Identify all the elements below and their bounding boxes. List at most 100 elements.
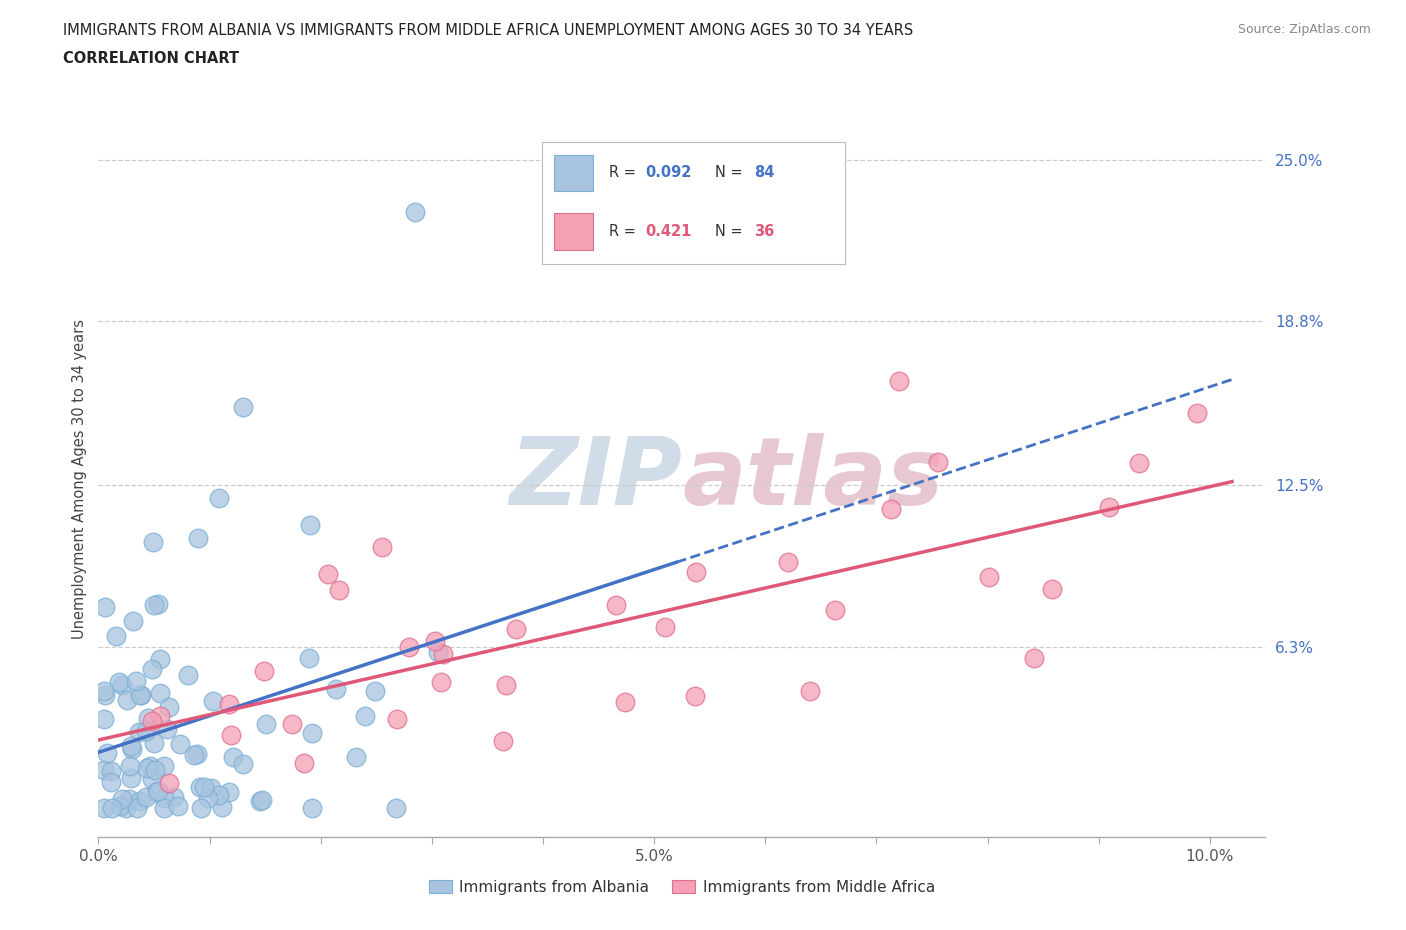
- Point: [254, 716, 277, 731]
- Point: [280, 717, 302, 732]
- Point: [404, 205, 426, 219]
- Point: [141, 771, 163, 786]
- Point: [100, 774, 122, 789]
- Point: [129, 687, 152, 702]
- Text: CORRELATION CHART: CORRELATION CHART: [63, 51, 239, 66]
- Point: [207, 788, 229, 803]
- Point: [200, 780, 222, 795]
- Point: [177, 668, 200, 683]
- Point: [344, 750, 367, 764]
- Point: [325, 682, 347, 697]
- Point: [187, 530, 209, 545]
- Point: [105, 629, 128, 644]
- Point: [93, 801, 115, 816]
- Point: [398, 639, 420, 654]
- Point: [157, 699, 180, 714]
- Point: [120, 759, 142, 774]
- Point: [96, 745, 118, 760]
- Point: [354, 709, 377, 724]
- Point: [654, 620, 676, 635]
- Point: [115, 692, 138, 707]
- Point: [232, 756, 254, 771]
- Point: [143, 736, 166, 751]
- Point: [115, 801, 138, 816]
- Point: [685, 565, 707, 579]
- Point: [222, 750, 245, 764]
- Point: [120, 738, 142, 753]
- Point: [1022, 650, 1045, 665]
- Point: [94, 687, 117, 702]
- Point: [370, 539, 392, 554]
- Point: [153, 801, 176, 816]
- Point: [93, 684, 115, 698]
- Point: [149, 686, 172, 701]
- Point: [136, 761, 159, 776]
- Point: [122, 613, 145, 628]
- Point: [426, 644, 449, 659]
- Point: [328, 583, 350, 598]
- Point: [153, 790, 176, 805]
- Point: [148, 596, 170, 611]
- Point: [190, 800, 212, 815]
- Point: [128, 687, 150, 702]
- Point: [232, 400, 254, 415]
- Point: [219, 727, 242, 742]
- Point: [298, 651, 321, 666]
- Point: [183, 748, 205, 763]
- Point: [128, 793, 150, 808]
- Point: [100, 764, 122, 778]
- Point: [157, 776, 180, 790]
- Point: [93, 711, 115, 726]
- Point: [605, 598, 627, 613]
- Point: [292, 756, 315, 771]
- Point: [120, 771, 142, 786]
- Point: [492, 734, 515, 749]
- Point: [880, 501, 903, 516]
- Point: [100, 801, 122, 816]
- Point: [887, 374, 910, 389]
- Point: [614, 694, 637, 709]
- Point: [149, 652, 172, 667]
- Point: [108, 798, 131, 813]
- Point: [197, 790, 219, 805]
- Point: [249, 793, 271, 808]
- Point: [364, 684, 387, 698]
- Point: [117, 792, 139, 807]
- Point: [1098, 499, 1121, 514]
- Point: [193, 779, 215, 794]
- Point: [1128, 456, 1150, 471]
- Point: [799, 684, 821, 699]
- Point: [141, 713, 163, 728]
- Point: [107, 675, 129, 690]
- Point: [135, 724, 157, 738]
- Point: [94, 600, 117, 615]
- Point: [125, 674, 148, 689]
- Point: [218, 697, 240, 711]
- Point: [111, 791, 134, 806]
- Point: [211, 800, 233, 815]
- Point: [218, 785, 240, 800]
- Point: [301, 801, 323, 816]
- Point: [683, 689, 706, 704]
- Point: [301, 725, 323, 740]
- Text: atlas: atlas: [682, 433, 943, 525]
- Point: [1042, 582, 1064, 597]
- Point: [127, 801, 149, 816]
- Point: [188, 780, 211, 795]
- Point: [385, 801, 408, 816]
- Point: [128, 725, 150, 740]
- Point: [138, 759, 160, 774]
- Y-axis label: Unemployment Among Ages 30 to 34 years: Unemployment Among Ages 30 to 34 years: [72, 319, 87, 639]
- Point: [153, 758, 176, 773]
- Point: [156, 722, 179, 737]
- Point: [121, 741, 143, 756]
- Point: [387, 711, 409, 726]
- Point: [316, 566, 339, 581]
- Point: [142, 534, 165, 549]
- Point: [136, 711, 159, 725]
- Point: [143, 763, 166, 777]
- Point: [495, 678, 517, 693]
- Point: [135, 790, 157, 804]
- Point: [201, 694, 224, 709]
- Point: [111, 678, 134, 693]
